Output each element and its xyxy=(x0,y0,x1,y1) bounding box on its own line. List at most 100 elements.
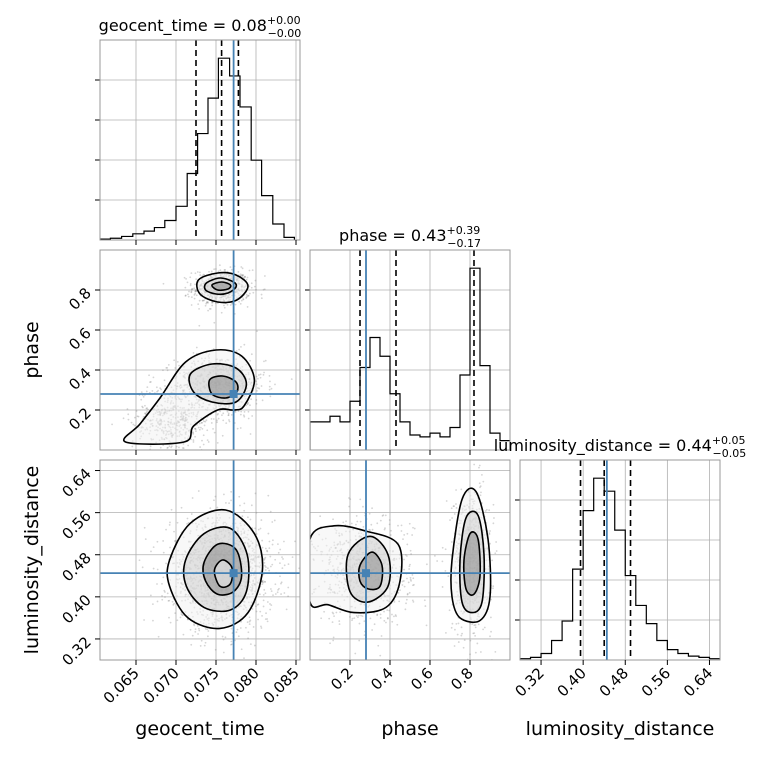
sample-point xyxy=(247,631,250,634)
panel-geocent_time-vs-luminosity_distance xyxy=(95,459,301,668)
sample-point xyxy=(198,422,201,425)
sample-point xyxy=(481,473,483,476)
sample-point xyxy=(228,502,230,505)
sample-point xyxy=(255,610,258,613)
sample-point xyxy=(189,276,192,279)
sample-point xyxy=(214,648,217,651)
sample-point xyxy=(197,627,200,630)
sample-point xyxy=(217,417,220,420)
sample-point xyxy=(277,543,279,546)
sample-point xyxy=(261,614,263,617)
sample-point xyxy=(150,550,152,553)
sample-point xyxy=(195,294,198,297)
sample-point xyxy=(251,415,254,417)
sample-point xyxy=(185,462,187,464)
sample-point xyxy=(445,500,448,502)
sample-point xyxy=(228,419,230,421)
sample-point xyxy=(402,580,405,582)
sample-point xyxy=(256,389,258,392)
sample-point xyxy=(193,287,196,290)
sample-point xyxy=(165,528,167,531)
sample-point xyxy=(230,413,233,416)
sample-point xyxy=(178,446,180,449)
sample-point xyxy=(494,552,497,555)
sample-point xyxy=(194,427,196,430)
sample-point xyxy=(257,603,260,606)
sample-point xyxy=(258,387,261,390)
sample-point xyxy=(238,348,241,351)
sample-point xyxy=(361,615,364,618)
sample-point xyxy=(223,304,225,307)
sample-point xyxy=(279,562,281,565)
sample-point xyxy=(152,546,155,549)
sample-point xyxy=(405,555,408,557)
sample-point xyxy=(254,492,257,495)
sample-point xyxy=(210,417,213,420)
sample-point xyxy=(403,558,405,561)
sample-point xyxy=(245,626,247,629)
panel-frame xyxy=(519,459,721,661)
sample-point xyxy=(250,398,253,401)
sample-point xyxy=(238,300,241,303)
sample-point xyxy=(264,618,267,621)
sample-point xyxy=(251,269,254,272)
sample-point xyxy=(368,512,371,515)
sample-point xyxy=(144,412,146,415)
sample-point xyxy=(469,653,471,656)
sample-point xyxy=(478,464,481,467)
sample-point xyxy=(479,494,482,497)
sample-point xyxy=(412,600,415,603)
sample-point xyxy=(348,497,350,499)
sample-point xyxy=(399,589,401,592)
sample-point xyxy=(403,534,406,536)
sample-point xyxy=(191,497,194,499)
sample-point xyxy=(166,447,169,449)
sample-point xyxy=(189,628,192,631)
x-tick-label: 0.32 xyxy=(512,664,548,700)
sample-point xyxy=(485,508,488,511)
x-axis-label-luminosity_distance: luminosity_distance xyxy=(526,718,715,740)
sample-point xyxy=(263,580,266,583)
sample-point xyxy=(274,583,277,586)
sample-point xyxy=(274,558,277,561)
sample-point xyxy=(269,608,272,611)
sample-point xyxy=(175,445,178,448)
sample-point xyxy=(406,532,409,535)
sample-point xyxy=(145,407,148,410)
sample-point xyxy=(261,399,264,402)
sample-point xyxy=(263,666,265,668)
x-tick-label: 0.40 xyxy=(554,664,590,700)
sample-point xyxy=(388,519,391,521)
sample-point xyxy=(241,274,244,277)
sample-point xyxy=(192,441,195,443)
sample-point xyxy=(371,629,374,631)
sample-point xyxy=(161,458,163,460)
sample-point xyxy=(280,582,282,585)
sample-point xyxy=(169,546,171,549)
sample-point xyxy=(261,539,264,542)
sample-point xyxy=(303,583,305,585)
sample-point xyxy=(454,628,456,631)
sample-point xyxy=(264,564,266,567)
sample-point xyxy=(170,508,173,511)
sample-point xyxy=(246,402,249,405)
sample-point xyxy=(209,507,212,509)
sample-point xyxy=(490,598,493,601)
sample-point xyxy=(250,353,253,356)
sample-point xyxy=(489,635,491,638)
sample-point xyxy=(199,645,202,647)
sample-point xyxy=(127,413,130,416)
sample-point xyxy=(219,410,221,413)
sample-point xyxy=(185,277,187,280)
sample-point xyxy=(206,628,209,631)
sample-point xyxy=(166,367,169,369)
sample-point xyxy=(448,609,451,612)
sample-point xyxy=(264,547,267,550)
sample-point xyxy=(152,619,154,622)
sample-point xyxy=(234,411,237,413)
sample-point xyxy=(478,437,480,439)
sample-point xyxy=(206,301,208,304)
sample-point xyxy=(196,625,199,627)
y-tick-label: 0.64 xyxy=(58,465,94,501)
sample-point xyxy=(255,399,258,401)
